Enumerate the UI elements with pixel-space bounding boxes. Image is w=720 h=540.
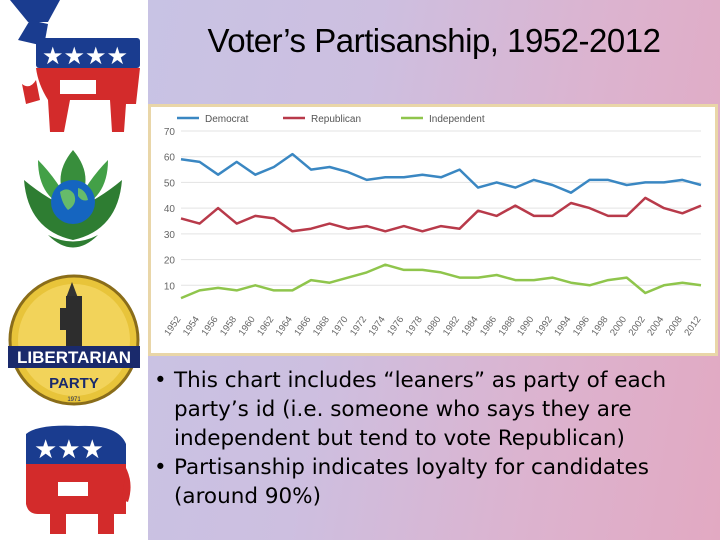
democratic-donkey-icon: ★★★★ xyxy=(10,0,140,132)
x-tick-label: 1980 xyxy=(422,314,443,338)
line-chart: 1020304050607019521954195619581960196219… xyxy=(162,114,703,338)
x-tick-label: 1960 xyxy=(237,314,258,338)
green-party-icon xyxy=(24,150,122,248)
bullet-text: This chart includes “leaners” as party o… xyxy=(174,368,667,451)
y-tick-label: 20 xyxy=(164,256,176,267)
bullet-list: • This chart includes “leaners” as party … xyxy=(152,366,712,511)
x-tick-label: 1954 xyxy=(181,314,202,338)
x-tick-label: 1962 xyxy=(255,314,276,338)
series-line-republican xyxy=(180,196,702,233)
x-tick-label: 1986 xyxy=(478,314,499,338)
y-tick-label: 70 xyxy=(164,127,176,138)
svg-text:★★★★: ★★★★ xyxy=(42,43,128,70)
x-tick-label: 1956 xyxy=(199,314,220,338)
bullet-dot: • xyxy=(154,368,167,393)
chart-frame: 10 20 30 40 50 60 70 1952 1954 1956 1958 1960 1962 19… xyxy=(148,104,718,356)
x-tick-label: 1992 xyxy=(534,314,555,338)
slide-title: Voter’s Partisanship, 1952-2012 xyxy=(207,22,661,59)
legend-label: Democrat xyxy=(205,114,249,125)
x-tick-label: 2008 xyxy=(664,314,685,338)
bullet-item: • Partisanship indicates loyalty for cand… xyxy=(152,453,712,511)
bullet-text: Partisanship indicates loyalty for candi… xyxy=(174,455,649,509)
x-tick-label: 1952 xyxy=(162,314,183,338)
x-tick-label: 1974 xyxy=(367,314,388,338)
legend-label: Independent xyxy=(429,114,485,125)
series-line-independent xyxy=(180,263,702,300)
x-tick-label: 2000 xyxy=(608,314,629,338)
x-tick-label: 1978 xyxy=(404,314,425,338)
x-tick-label: 1968 xyxy=(311,314,332,338)
y-tick-label: 50 xyxy=(164,178,176,189)
svg-text:★★★: ★★★ xyxy=(34,434,104,464)
x-tick-label: 1958 xyxy=(218,314,239,338)
x-tick-label: 1964 xyxy=(274,314,295,338)
x-tick-label: 1976 xyxy=(385,314,406,338)
x-tick-label: 1988 xyxy=(497,314,518,338)
x-tick-label: 1972 xyxy=(348,314,369,338)
y-tick-label: 60 xyxy=(164,153,176,164)
series-line-democrat xyxy=(180,152,702,194)
y-tick-label: 30 xyxy=(164,230,176,241)
x-tick-label: 1990 xyxy=(515,314,536,338)
year-text: 1971 xyxy=(67,397,81,403)
x-tick-label: 2002 xyxy=(627,314,648,338)
x-tick-label: 1966 xyxy=(292,314,313,338)
bullet-item: • This chart includes “leaners” as party … xyxy=(152,366,712,453)
x-tick-label: 1982 xyxy=(441,314,462,338)
party-text: PARTY xyxy=(49,375,99,392)
x-tick-label: 1984 xyxy=(459,314,480,338)
y-tick-label: 10 xyxy=(164,281,176,292)
libertarian-text: LIBERTARIAN xyxy=(17,348,131,367)
libertarian-party-icon: LIBERTARIAN PARTY 1971 xyxy=(8,274,140,406)
x-tick-label: 2012 xyxy=(682,314,703,338)
x-tick-label: 1998 xyxy=(589,314,610,338)
bullet-dot: • xyxy=(154,455,167,480)
x-tick-label: 1996 xyxy=(571,314,592,338)
x-tick-label: 1994 xyxy=(552,314,573,338)
republican-elephant-icon: ★★★ xyxy=(26,425,131,534)
x-tick-label: 1970 xyxy=(329,314,350,338)
y-tick-label: 40 xyxy=(164,204,176,215)
x-tick-label: 2004 xyxy=(645,314,666,338)
legend-label: Republican xyxy=(311,114,361,125)
